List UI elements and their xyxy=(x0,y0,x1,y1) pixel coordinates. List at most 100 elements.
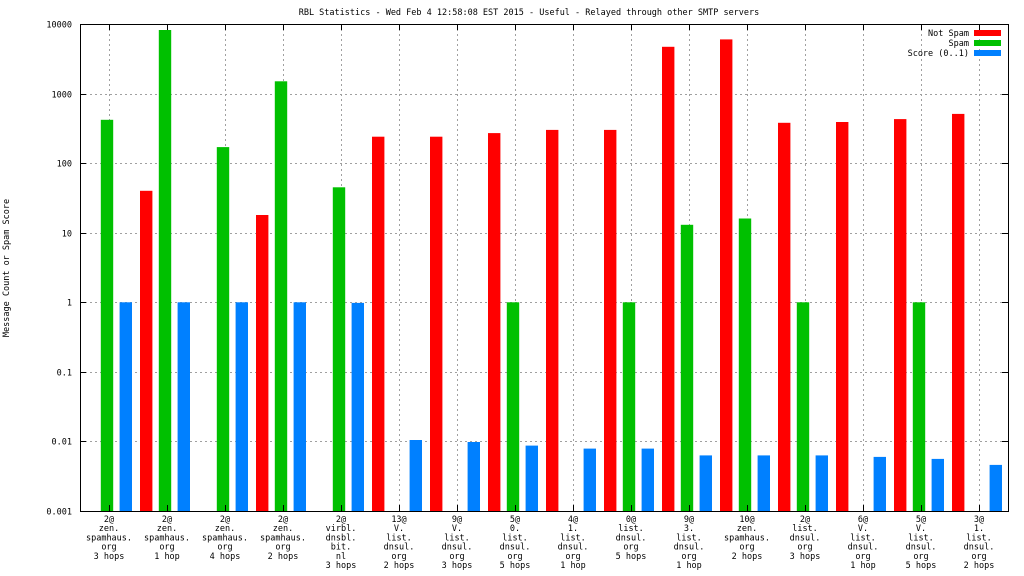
bar-not-spam xyxy=(836,122,849,511)
x-tick-label-line: 10@ xyxy=(739,515,754,525)
x-tick-label-line: list. xyxy=(444,533,470,543)
x-tick-label-line: 0. xyxy=(510,524,520,534)
x-tick-label-line: org xyxy=(217,543,232,553)
x-tick-label-line: zen. xyxy=(737,524,757,534)
x-tick-label-line: bit. xyxy=(331,543,351,553)
x-tick-label-line: dnsul. xyxy=(442,543,473,553)
x-tick-label-line: spamhaus. xyxy=(724,533,770,543)
x-tick-label-line: dnsul. xyxy=(384,543,415,553)
x-tick-label-line: 5 hops xyxy=(906,561,937,571)
x-tick-label-line: org xyxy=(623,543,638,553)
bar-not-spam xyxy=(662,46,675,512)
x-tick-label-line: zen. xyxy=(99,524,119,534)
x-tick-label-line: virbl. xyxy=(326,524,357,534)
x-tick-label-line: org xyxy=(159,543,174,553)
bar-score xyxy=(583,448,596,511)
bar-not-spam xyxy=(720,39,733,512)
x-tick-label-line: org xyxy=(797,543,812,553)
x-tick-label-line: 5 hops xyxy=(616,552,647,562)
chart-title: RBL Statistics - Wed Feb 4 12:58:08 EST … xyxy=(299,8,760,18)
x-tick-label-line: org xyxy=(855,552,870,562)
x-tick-label-line: org xyxy=(971,552,986,562)
bar-spam xyxy=(738,218,752,511)
x-tick-label-line: 1 hop xyxy=(676,561,702,571)
legend-label: Not Spam xyxy=(928,29,969,39)
x-tick-label-line: 2@ xyxy=(162,515,172,525)
bar-spam xyxy=(274,81,288,512)
x-tick-label-line: V. xyxy=(916,524,926,534)
x-tick-label-line: 0@ xyxy=(626,515,636,525)
x-tick-label-line: 3. xyxy=(684,524,694,534)
x-tick-label-line: org xyxy=(507,552,522,562)
x-tick-label-line: 2 hops xyxy=(268,552,299,562)
bar-not-spam xyxy=(488,133,501,511)
bar-not-spam xyxy=(140,190,153,512)
legend-swatch xyxy=(974,30,1001,36)
x-tick-label-line: dnsul. xyxy=(848,543,879,553)
x-tick-label: 2@ zen. spamhaus. org 3 hops xyxy=(86,515,132,562)
bar-score xyxy=(641,448,654,511)
x-tick-label-line: 2 hops xyxy=(384,561,415,571)
bar-score xyxy=(931,458,944,511)
x-tick-label-line: list. xyxy=(502,533,528,543)
x-tick-label-line: 5@ xyxy=(916,515,926,525)
x-tick-label-line: spamhaus. xyxy=(86,533,132,543)
x-tick-label-line: spamhaus. xyxy=(144,533,190,543)
y-tick-label: 1 xyxy=(67,299,72,309)
x-tick-label-line: 2@ xyxy=(220,515,230,525)
x-tick-label-line: dnsul. xyxy=(674,543,705,553)
x-tick-label: 9@ 3. list. dnsul. org 1 hop xyxy=(674,515,705,571)
x-tick-label-line: list. xyxy=(850,533,876,543)
bar-score xyxy=(409,440,422,511)
x-tick-label-line: 9@ xyxy=(684,515,694,525)
x-tick-label-line: spamhaus. xyxy=(260,533,306,543)
x-tick-label-line: 1 hop xyxy=(154,552,180,562)
x-tick-label-line: 9@ xyxy=(452,515,462,525)
x-tick-label-line: 1 hop xyxy=(850,561,876,571)
bar-not-spam xyxy=(372,136,385,511)
bar-spam xyxy=(796,302,810,511)
bar-spam xyxy=(332,187,346,512)
y-tick-label: 0.1 xyxy=(57,369,72,379)
x-tick-label: 5@ 0. list. dnsul. org 5 hops xyxy=(500,515,531,571)
x-tick-label: 0@ list. dnsul. org 5 hops xyxy=(616,515,647,562)
x-tick-label-line: org xyxy=(565,552,580,562)
x-tick-label: 2@ virbl. dnsbl. bit. nl 3 hops xyxy=(326,515,357,571)
bar-not-spam xyxy=(604,129,617,511)
x-tick-label: 6@ V. list. dnsul. org 1 hop xyxy=(848,515,879,571)
bar-score xyxy=(235,302,248,511)
x-tick-label-line: 2 hops xyxy=(732,552,763,562)
bar-score xyxy=(351,302,364,511)
plot-frame xyxy=(80,24,1009,512)
x-tick-label-line: 2@ xyxy=(104,515,114,525)
legend-label: Spam xyxy=(949,39,969,49)
x-tick-label-line: 1. xyxy=(974,524,984,534)
x-tick-label-line: dnsul. xyxy=(906,543,937,553)
y-tick-label: 10000 xyxy=(46,21,72,31)
x-tick-label-line: 3 hops xyxy=(790,552,821,562)
bar-score xyxy=(873,456,886,511)
x-tick-label-line: 4 hops xyxy=(210,552,241,562)
x-tick-label-line: 3 hops xyxy=(442,561,473,571)
x-tick-label-line: list. xyxy=(560,533,586,543)
x-tick-label-line: dnsul. xyxy=(616,533,647,543)
y-axis-label: Message Count or Spam Score xyxy=(2,199,12,337)
x-tick-label-line: 2@ xyxy=(336,515,346,525)
x-tick-label-line: zen. xyxy=(273,524,293,534)
legend-swatch xyxy=(974,40,1001,46)
x-tick-label-line: 2@ xyxy=(278,515,288,525)
x-tick-label-line: 2 hops xyxy=(964,561,995,571)
bar-spam xyxy=(100,119,114,512)
bar-not-spam xyxy=(952,113,965,512)
x-tick-label: 4@ 1. list. dnsul. org 1 hop xyxy=(558,515,589,571)
bar-not-spam xyxy=(546,129,559,511)
x-tick-label: 3@ 1. list. dnsul. org 2 hops xyxy=(964,515,995,571)
x-tick-label-line: 5@ xyxy=(510,515,520,525)
bar-spam xyxy=(506,302,520,511)
y-tick-label: 0.001 xyxy=(46,508,72,518)
legend-label: Score (0..1) xyxy=(908,49,969,59)
x-tick-label-line: 4@ xyxy=(568,515,578,525)
x-tick-label-line: org xyxy=(275,543,290,553)
bar-not-spam xyxy=(894,119,907,511)
bar-score xyxy=(293,302,306,511)
